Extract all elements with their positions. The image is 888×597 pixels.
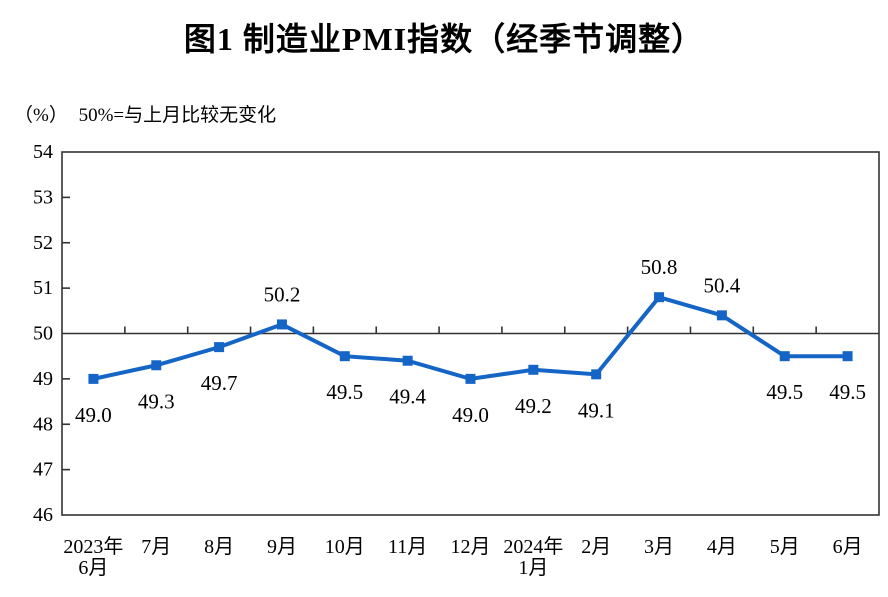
data-point-marker [214, 342, 225, 353]
data-point-marker [465, 373, 476, 384]
x-axis-label: 9月 [267, 536, 297, 558]
x-axis-label: 12月 [451, 536, 491, 558]
data-point-marker [339, 351, 350, 362]
data-point-marker [528, 364, 539, 375]
y-tick-label: 53 [33, 186, 53, 208]
y-axis-unit-label: （%） [14, 105, 68, 126]
x-axis-label: 2月 [581, 536, 611, 558]
data-point-marker [402, 355, 413, 366]
data-point-marker [88, 373, 99, 384]
data-point-label: 49.4 [389, 385, 426, 409]
data-point-marker [716, 310, 727, 321]
data-point-label: 49.0 [452, 403, 489, 427]
y-tick-label: 49 [33, 368, 53, 390]
x-axis-label: 5月 [770, 536, 800, 558]
x-axis-label: 10月 [325, 536, 365, 558]
x-axis-label: 6月 [78, 557, 108, 579]
y-tick-label: 52 [33, 232, 53, 254]
x-axis-label: 6月 [833, 536, 863, 558]
data-point-label: 50.2 [264, 282, 301, 306]
y-tick-label: 48 [33, 413, 53, 435]
x-axis-label: 8月 [204, 536, 234, 558]
x-axis-label: 7月 [141, 536, 171, 558]
data-point-label: 49.5 [829, 380, 866, 404]
x-axis-label: 4月 [707, 536, 737, 558]
data-point-label: 49.5 [326, 380, 363, 404]
data-point-marker [779, 351, 790, 362]
chart-subtitle: （%） 50%=与上月比较无变化 [0, 103, 888, 129]
pmi-series-line [92, 294, 848, 381]
data-point-label: 49.1 [578, 398, 615, 422]
chart-title: 图1 制造业PMI指数（经季节调整） [183, 21, 705, 57]
y-tick-label: 47 [33, 459, 53, 481]
data-point-label: 50.4 [704, 273, 741, 297]
data-point-label: 49.5 [766, 380, 803, 404]
data-point-label: 49.2 [515, 394, 552, 418]
data-point-marker [842, 351, 853, 362]
x-axis-label: 1月 [518, 557, 548, 579]
y-tick-label: 54 [33, 141, 53, 163]
y-tick-label: 51 [33, 277, 53, 299]
data-point-label: 50.8 [641, 255, 678, 279]
data-point-marker [591, 369, 602, 380]
x-axis-label: 2023年 [63, 535, 123, 558]
x-axis-label: 11月 [388, 536, 427, 558]
y-tick-label: 46 [33, 504, 53, 526]
reference-note: 50%=与上月比较无变化 [78, 105, 277, 126]
x-axis-label: 3月 [644, 536, 674, 558]
y-tick-label: 50 [33, 323, 53, 345]
data-point-marker [276, 319, 287, 330]
x-axis-label: 2024年 [503, 535, 563, 558]
data-point-label: 49.7 [201, 371, 238, 395]
data-point-marker [151, 360, 162, 371]
data-point-marker [654, 292, 665, 303]
data-point-label: 49.0 [75, 403, 112, 427]
data-point-label: 49.3 [138, 389, 175, 413]
